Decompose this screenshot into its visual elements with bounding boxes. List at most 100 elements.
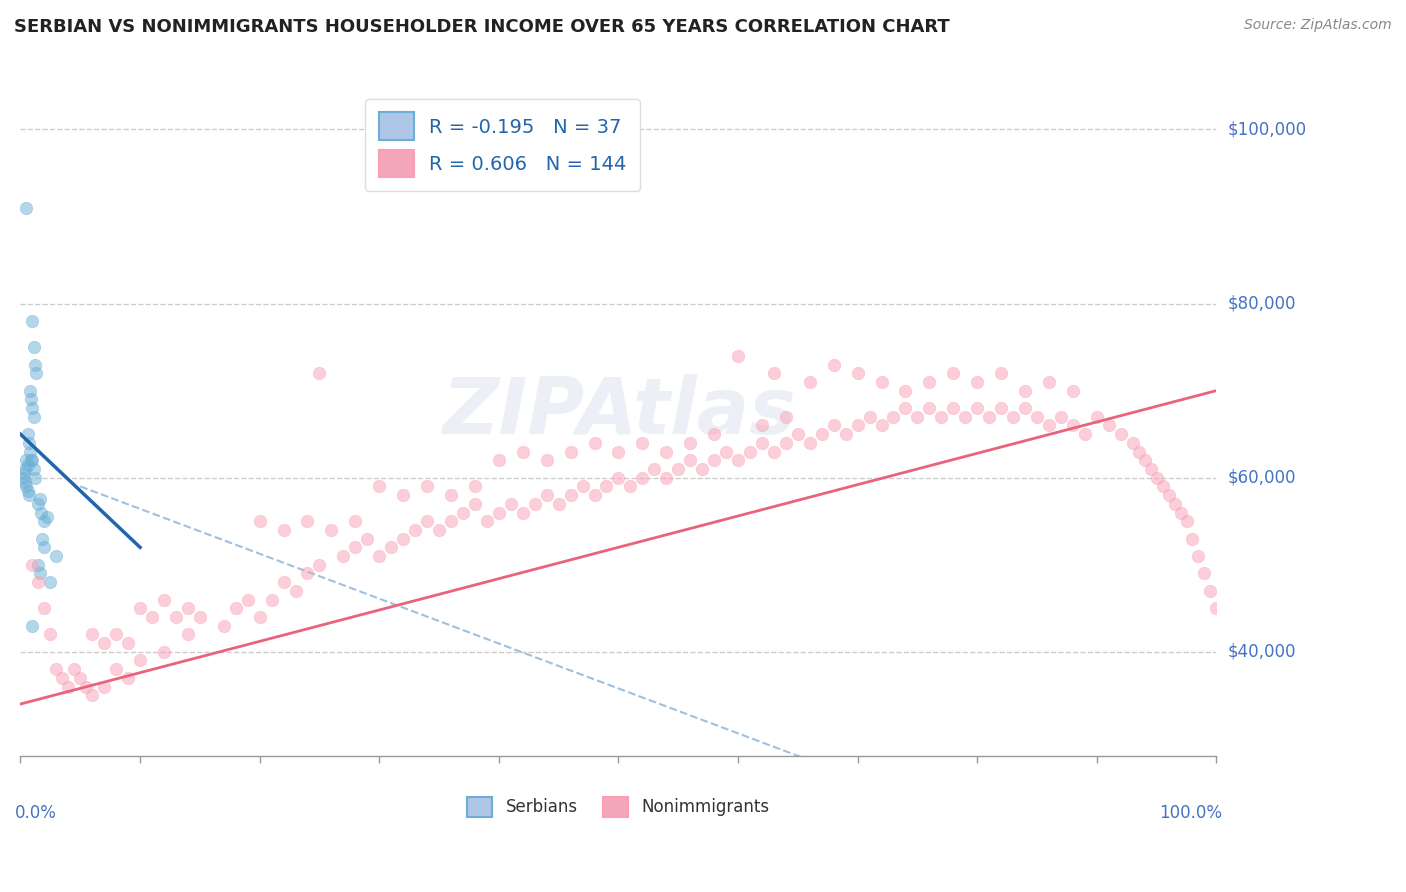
Point <box>512 506 534 520</box>
Point <box>762 444 785 458</box>
Point <box>894 384 917 398</box>
Point <box>823 358 845 372</box>
Point <box>368 549 391 563</box>
Point <box>117 636 139 650</box>
Point <box>643 462 665 476</box>
Point <box>28 492 51 507</box>
Point <box>1038 418 1060 433</box>
Point <box>631 435 654 450</box>
Point <box>24 358 46 372</box>
Point <box>392 532 415 546</box>
Point <box>82 627 104 641</box>
Point <box>786 427 808 442</box>
Point <box>666 462 689 476</box>
Point <box>619 479 641 493</box>
Point <box>273 575 295 590</box>
Point <box>308 366 330 380</box>
Legend: Serbians, Nonimmigrants: Serbians, Nonimmigrants <box>461 790 776 823</box>
Point <box>45 662 67 676</box>
Point <box>153 592 176 607</box>
Point <box>15 479 38 493</box>
Point <box>440 488 463 502</box>
Point <box>1194 566 1216 581</box>
Point <box>703 427 725 442</box>
Point <box>775 409 797 424</box>
Point <box>799 375 821 389</box>
Point <box>894 401 917 415</box>
Point <box>690 462 713 476</box>
Point <box>679 435 702 450</box>
Point <box>762 366 785 380</box>
Point <box>547 497 569 511</box>
Point <box>27 575 49 590</box>
Point <box>35 509 58 524</box>
Point <box>284 583 307 598</box>
Point <box>488 453 510 467</box>
Point <box>1157 488 1180 502</box>
Point <box>51 671 73 685</box>
Point <box>380 541 402 555</box>
Point <box>942 401 965 415</box>
Text: ZIPAtlas: ZIPAtlas <box>441 375 796 450</box>
Point <box>20 392 42 407</box>
Point <box>1062 418 1084 433</box>
Point <box>105 627 128 641</box>
Point <box>22 340 45 354</box>
Point <box>751 418 773 433</box>
Point <box>332 549 354 563</box>
Point <box>1152 479 1174 493</box>
Point <box>1163 497 1185 511</box>
Text: $100,000: $100,000 <box>1227 120 1306 138</box>
Point <box>30 506 52 520</box>
Point <box>631 471 654 485</box>
Point <box>188 610 211 624</box>
Point <box>249 610 271 624</box>
Point <box>17 483 39 498</box>
Point <box>714 444 737 458</box>
Point <box>249 514 271 528</box>
Point <box>464 479 486 493</box>
Point <box>21 558 44 572</box>
Point <box>1175 514 1198 528</box>
Point <box>499 497 522 511</box>
Point <box>1085 409 1108 424</box>
Text: $80,000: $80,000 <box>1227 294 1296 312</box>
Text: Source: ZipAtlas.com: Source: ZipAtlas.com <box>1244 18 1392 32</box>
Point <box>34 601 56 615</box>
Point <box>810 427 832 442</box>
Point <box>18 384 41 398</box>
Point <box>416 479 439 493</box>
Point <box>846 418 869 433</box>
Point <box>297 514 319 528</box>
Point <box>177 601 200 615</box>
Point <box>58 680 80 694</box>
Point <box>212 618 235 632</box>
Point <box>153 645 176 659</box>
Point <box>655 471 678 485</box>
Point <box>308 558 330 572</box>
Point <box>882 409 904 424</box>
Point <box>21 453 44 467</box>
Point <box>595 479 617 493</box>
Point <box>368 479 391 493</box>
Point <box>392 488 415 502</box>
Point <box>82 689 104 703</box>
Point <box>14 462 37 476</box>
Point <box>870 375 893 389</box>
Point <box>356 532 378 546</box>
Point <box>1014 384 1036 398</box>
Point <box>27 497 49 511</box>
Point <box>1128 444 1150 458</box>
Point <box>738 444 761 458</box>
Point <box>404 523 426 537</box>
Point <box>165 610 187 624</box>
Point <box>31 532 53 546</box>
Text: 100.0%: 100.0% <box>1160 805 1222 822</box>
Point <box>536 488 558 502</box>
Point <box>34 541 56 555</box>
Point <box>27 558 49 572</box>
Point <box>440 514 463 528</box>
Point <box>1133 453 1156 467</box>
Point <box>727 453 749 467</box>
Point <box>225 601 247 615</box>
